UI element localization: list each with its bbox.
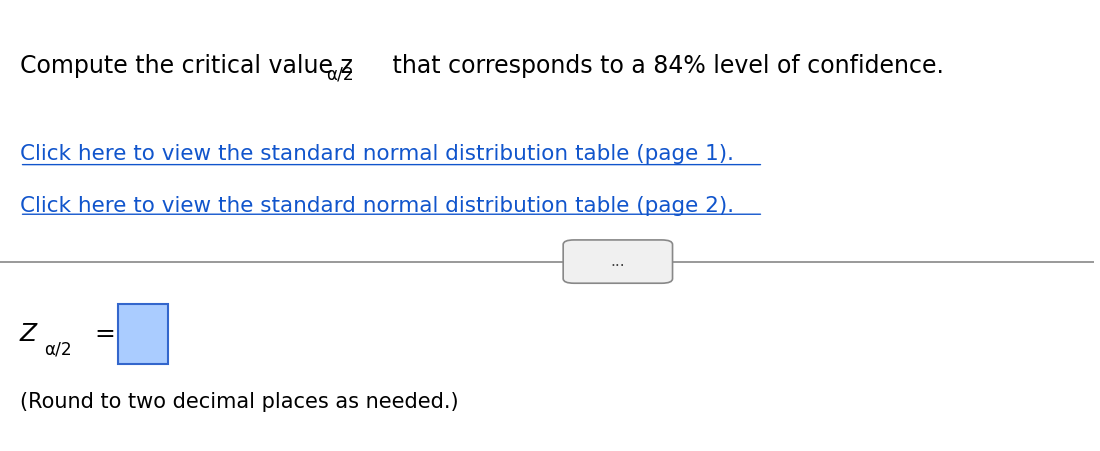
FancyBboxPatch shape xyxy=(563,240,672,283)
Text: Compute the critical value z: Compute the critical value z xyxy=(20,54,353,78)
Text: α/2: α/2 xyxy=(44,341,72,359)
Text: α/2: α/2 xyxy=(326,65,353,83)
Text: that corresponds to a 84% level of confidence.: that corresponds to a 84% level of confi… xyxy=(385,54,944,78)
FancyBboxPatch shape xyxy=(118,304,168,364)
Text: Click here to view the standard normal distribution table (page 1).: Click here to view the standard normal d… xyxy=(20,144,734,164)
Text: Click here to view the standard normal distribution table (page 2).: Click here to view the standard normal d… xyxy=(20,196,734,216)
Text: Z: Z xyxy=(20,322,36,346)
Text: (Round to two decimal places as needed.): (Round to two decimal places as needed.) xyxy=(20,392,459,412)
Text: ...: ... xyxy=(610,254,625,269)
Text: =: = xyxy=(94,322,114,346)
